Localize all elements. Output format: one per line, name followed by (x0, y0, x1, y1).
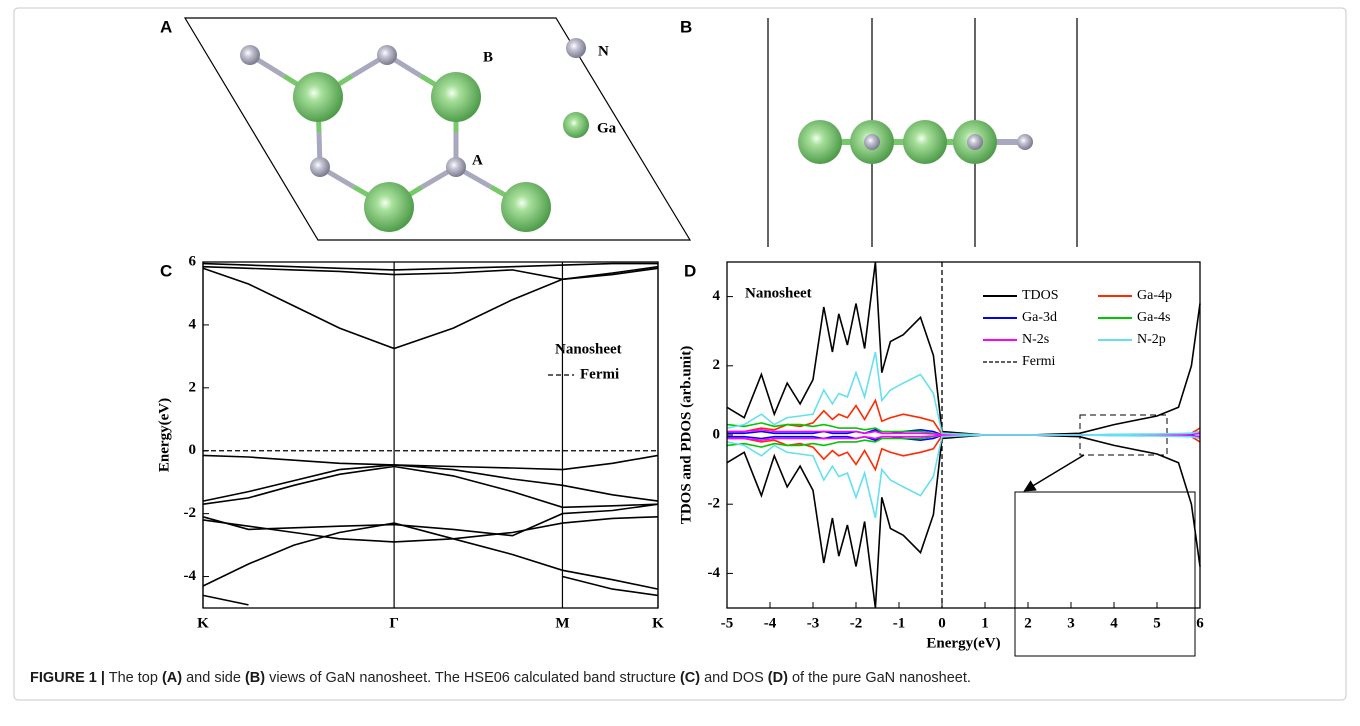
page: A B A N Ga B (0, 0, 1360, 726)
caption-text: and DOS (700, 670, 768, 686)
y-tick-label: -2 (184, 505, 197, 521)
x-tick-label: -1 (893, 615, 906, 631)
y-tick-label: 0 (189, 442, 197, 458)
y-axis-title: TDOS and PDOS (arb.unit) (678, 346, 694, 524)
caption-text: of the pure GaN nanosheet. (788, 670, 971, 686)
caption-ref: (D) (768, 670, 788, 686)
y-tick-label: 2 (713, 357, 721, 373)
panel-label: B (680, 17, 692, 36)
panel-b: B (680, 17, 1077, 247)
annotation: Nanosheet (745, 285, 812, 301)
legend-label: Ga-3d (1022, 310, 1057, 325)
legend-label: N-2p (1137, 332, 1166, 347)
curve (203, 517, 658, 542)
x-tick-label: M (555, 615, 569, 631)
legend-label: N (598, 43, 609, 59)
x-tick-label: 1 (981, 615, 989, 631)
curve (203, 267, 658, 349)
caption-ref: (C) (680, 670, 700, 686)
caption: FIGURE 1 | The top (A) and side (B) view… (30, 670, 971, 686)
y-tick-label: -4 (708, 565, 721, 581)
inset-frame (1015, 492, 1195, 656)
legend-n (566, 38, 586, 58)
caption-ref: (A) (162, 670, 182, 686)
y-tick-label: -4 (184, 568, 197, 584)
curve (203, 465, 658, 501)
x-tick-label: -3 (807, 615, 820, 631)
caption-text: and side (182, 670, 245, 686)
x-tick-label: -5 (721, 615, 734, 631)
x-tick-label: 0 (938, 615, 946, 631)
panel-label: A (160, 17, 172, 36)
curve (727, 435, 1200, 470)
x-tick-label: 6 (1196, 615, 1204, 631)
n-atoms (240, 45, 466, 177)
curve (727, 352, 1200, 435)
zoom-arrow (1026, 455, 1084, 490)
legend-label: Ga-4s (1137, 310, 1170, 325)
ga-atoms (293, 72, 551, 232)
legend-label: Fermi (580, 366, 619, 382)
legend-ga (563, 112, 589, 138)
curve (203, 577, 658, 605)
site-label: B (483, 49, 493, 65)
x-tick-label: Γ (389, 615, 399, 631)
plot-frame (203, 262, 658, 608)
y-tick-label: -2 (708, 496, 721, 512)
figure: A B A N Ga B (0, 0, 1360, 726)
panel-label: C (160, 261, 172, 280)
caption-ref: (B) (245, 670, 265, 686)
curve (203, 523, 658, 589)
panel-a: A B A N Ga (160, 17, 690, 240)
y-tick-label: 4 (189, 316, 197, 332)
caption-text: The top (105, 670, 162, 686)
caption-label: FIGURE 1 | (30, 670, 105, 686)
site-label: A (472, 152, 483, 168)
x-tick-label: -4 (764, 615, 777, 631)
x-tick-label: 5 (1153, 615, 1161, 631)
y-tick-label: 4 (713, 288, 721, 304)
x-tick-label: -2 (850, 615, 863, 631)
x-axis-title: Energy(eV) (926, 635, 1000, 651)
curve (727, 400, 1200, 435)
annotation: Nanosheet (555, 341, 622, 357)
x-tick-label: 4 (1110, 615, 1118, 631)
legend-label: TDOS (1022, 288, 1059, 303)
y-axis-title: Energy(eV) (156, 398, 172, 472)
x-tick-label: K (197, 615, 209, 631)
y-tick-label: 2 (189, 379, 197, 395)
panel-label: D (684, 261, 696, 280)
legend-label: N-2s (1022, 332, 1049, 347)
y-tick-label: 0 (713, 426, 721, 442)
caption-text: views of GaN nanosheet. The HSE06 calcul… (265, 670, 680, 686)
x-tick-label: K (652, 615, 664, 631)
legend-label: Fermi (1022, 354, 1056, 369)
legend-label: Ga (597, 120, 617, 136)
x-tick-label: 2 (1024, 615, 1032, 631)
legend-label: Ga-4p (1137, 288, 1172, 303)
y-tick-label: 6 (189, 253, 197, 269)
x-tick-label: 3 (1067, 615, 1075, 631)
